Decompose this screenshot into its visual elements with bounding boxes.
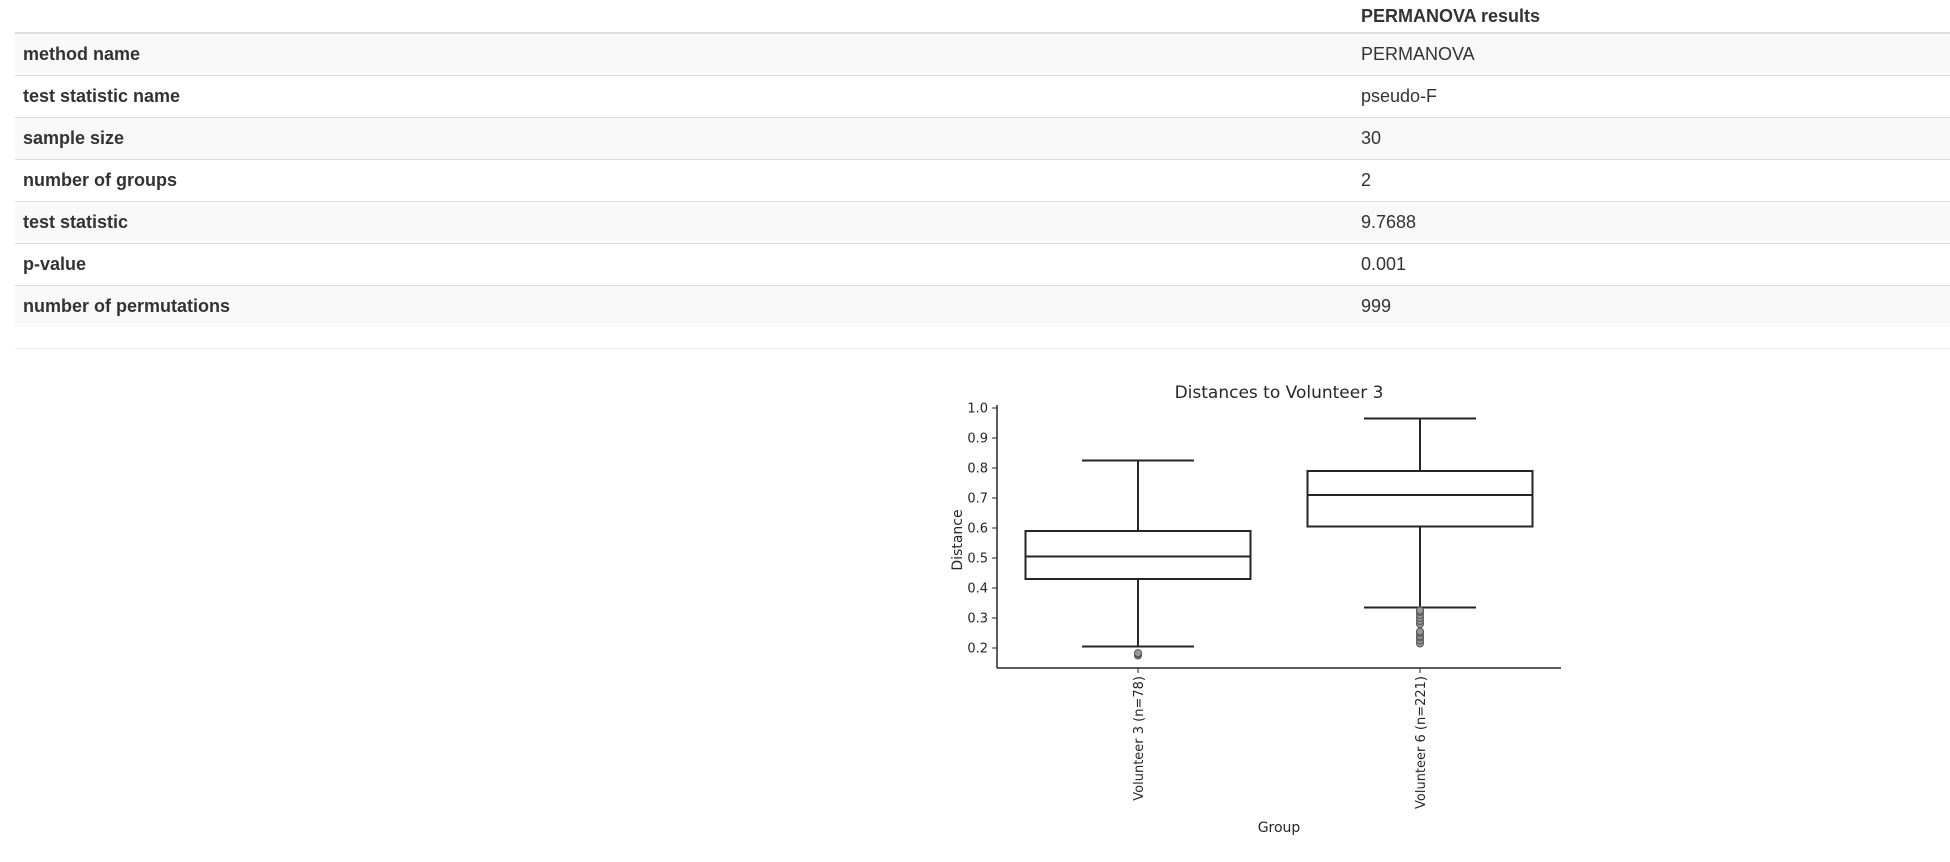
box-iqr: [1306, 470, 1534, 528]
section-divider: [15, 348, 1950, 349]
y-ticks: 0.2 0.3 0.4 0.5 0.6 0.7 0.8 0.9 1.0: [967, 402, 997, 657]
row-label-method-name: method name: [15, 32, 1353, 76]
x-tick-label: Volunteer 3 (n=78): [1132, 676, 1147, 801]
outlier-point: [1416, 627, 1424, 636]
table-row: number of permutations 999: [15, 285, 1950, 327]
x-tick-label: Volunteer 6 (n=221): [1414, 676, 1429, 809]
row-label-test-statistic: test statistic: [15, 201, 1353, 244]
row-value-test-statistic-name: pseudo-F: [1353, 75, 1950, 118]
row-label-number-of-permutations: number of permutations: [15, 285, 1353, 327]
row-label-p-value: p-value: [15, 243, 1353, 286]
table-header-blank: [15, 0, 1353, 34]
table-row: method name PERMANOVA: [15, 32, 1950, 76]
table-row: sample size 30: [15, 117, 1950, 160]
chart-title: Distances to Volunteer 3: [1175, 383, 1384, 403]
table-row: test statistic name pseudo-F: [15, 75, 1950, 118]
row-value-number-of-permutations: 999: [1353, 285, 1950, 327]
y-tick-label: 0.6: [967, 522, 988, 537]
table-row: p-value 0.001: [15, 243, 1950, 286]
table-row: test statistic 9.7688: [15, 201, 1950, 244]
y-axis-label: Distance: [950, 509, 966, 570]
row-value-sample-size: 30: [1353, 117, 1950, 160]
box-group: [1306, 417, 1534, 648]
row-value-number-of-groups: 2: [1353, 159, 1950, 202]
y-tick-label: 0.4: [967, 582, 988, 597]
box-iqr: [1024, 530, 1252, 580]
x-axis-label: Group: [1258, 820, 1301, 836]
row-label-test-statistic-name: test statistic name: [15, 75, 1353, 118]
y-tick-label: 0.3: [967, 612, 988, 627]
outlier-point: [1416, 606, 1424, 615]
permanova-results-table: PERMANOVA results method name PERMANOVA …: [15, 0, 1950, 327]
box-group: [1024, 459, 1252, 660]
y-tick-label: 0.7: [967, 492, 988, 507]
y-tick-label: 0.2: [967, 642, 988, 657]
y-tick-label: 0.8: [967, 462, 988, 477]
row-label-sample-size: sample size: [15, 117, 1353, 160]
row-value-method-name: PERMANOVA: [1353, 32, 1950, 76]
boxes: [1024, 417, 1534, 660]
table-row: number of groups 2: [15, 159, 1950, 202]
table-header-row: PERMANOVA results: [15, 0, 1950, 34]
row-value-test-statistic: 9.7688: [1353, 201, 1950, 244]
row-value-p-value: 0.001: [1353, 243, 1950, 286]
outlier-point: [1134, 649, 1142, 658]
y-tick-label: 0.5: [967, 552, 988, 567]
row-label-number-of-groups: number of groups: [15, 159, 1353, 202]
x-ticks: Volunteer 3 (n=78) Volunteer 6 (n=221): [1132, 668, 1429, 809]
y-tick-label: 0.9: [967, 432, 988, 447]
table-header-title: PERMANOVA results: [1353, 0, 1950, 34]
y-tick-label: 1.0: [967, 402, 988, 417]
